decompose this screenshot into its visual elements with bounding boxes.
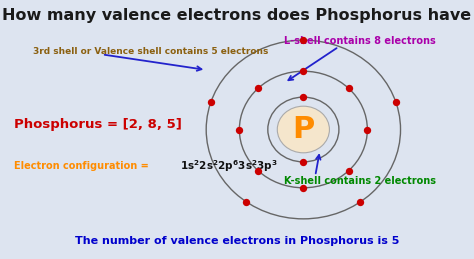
Point — [364, 127, 371, 132]
Text: L-shell contains 8 electrons: L-shell contains 8 electrons — [284, 37, 436, 46]
Point — [243, 200, 250, 204]
Text: $\mathdefault{1s^22s^22p^63s^23p^3}$: $\mathdefault{1s^22s^22p^63s^23p^3}$ — [180, 158, 278, 174]
Point — [207, 100, 215, 104]
Text: How many valence electrons does Phosphorus have: How many valence electrons does Phosphor… — [2, 8, 472, 23]
Point — [345, 169, 352, 173]
Point — [255, 169, 262, 173]
Text: P: P — [292, 115, 314, 144]
Text: Phosphorus = [2, 8, 5]: Phosphorus = [2, 8, 5] — [14, 118, 182, 131]
Point — [300, 38, 307, 42]
Point — [300, 160, 307, 164]
Point — [345, 86, 352, 90]
Text: The number of valence electrons in Phosphorus is 5: The number of valence electrons in Phosp… — [75, 236, 399, 246]
Point — [255, 86, 262, 90]
Text: Electron configuration =: Electron configuration = — [14, 161, 152, 171]
Ellipse shape — [277, 106, 329, 153]
Text: K-shell contains 2 electrons: K-shell contains 2 electrons — [284, 176, 437, 186]
Point — [236, 127, 243, 132]
Point — [300, 95, 307, 99]
Point — [300, 186, 307, 190]
Point — [356, 200, 364, 204]
Point — [392, 100, 400, 104]
Text: 3rd shell or Valence shell contains 5 electrons: 3rd shell or Valence shell contains 5 el… — [33, 47, 269, 56]
Point — [300, 69, 307, 73]
